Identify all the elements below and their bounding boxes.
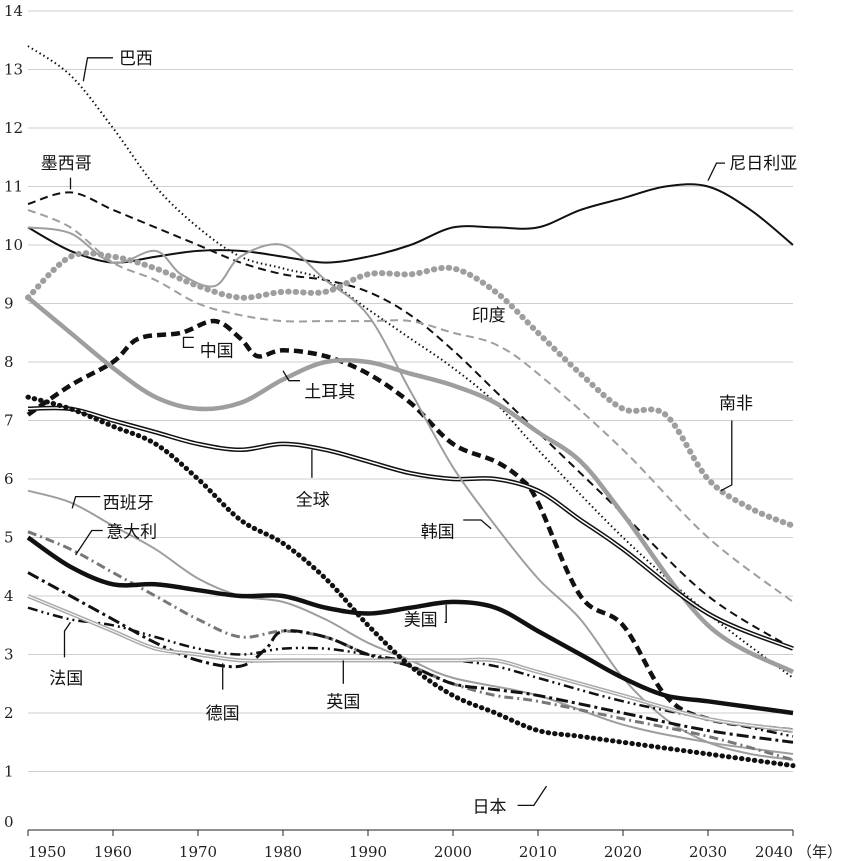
y-tick-label: 11 bbox=[4, 178, 23, 196]
leader-line bbox=[707, 162, 725, 181]
leader-line bbox=[82, 57, 113, 82]
label-leaders bbox=[63, 57, 733, 807]
x-tick-label: 2030 bbox=[689, 843, 727, 861]
series-label: 墨西哥 bbox=[41, 154, 92, 174]
x-tick-label: 2010 bbox=[519, 843, 557, 861]
y-tick-label: 9 bbox=[4, 295, 14, 313]
series-e697a5e69cac bbox=[25, 394, 796, 769]
series-e99fa9e59bbd bbox=[27, 226, 794, 761]
leader-line bbox=[71, 495, 101, 509]
series-e5b0bce697a5e588a9e4ba9a bbox=[27, 183, 794, 264]
series-label: 巴西 bbox=[119, 49, 153, 69]
series-label: 法国 bbox=[49, 669, 83, 689]
x-tick-label: 1950 bbox=[28, 843, 66, 861]
leader-line bbox=[282, 370, 300, 382]
x-tick-label: 2020 bbox=[604, 843, 642, 861]
series-e585a8e79083-inner bbox=[27, 407, 794, 650]
series-e8a5bfe78fade78999 bbox=[27, 489, 794, 755]
series-e7be8ee59bbd bbox=[26, 535, 794, 716]
y-tick-label: 7 bbox=[4, 412, 14, 430]
y-tick-label: 4 bbox=[4, 587, 14, 605]
series-label: 尼日利亚 bbox=[729, 154, 797, 174]
y-tick-label: 12 bbox=[4, 119, 23, 137]
y-tick-label: 14 bbox=[4, 2, 23, 20]
y-tick-label: 13 bbox=[4, 61, 23, 79]
series-label: 全球 bbox=[296, 490, 330, 510]
x-tick-label: 2040 bbox=[755, 843, 793, 861]
series-label: 德国 bbox=[206, 704, 240, 724]
series-e59c9fe880b3e585b6 bbox=[26, 295, 795, 674]
x-axis-label: （年） bbox=[797, 843, 842, 861]
series-e5a2a8e8a5bfe593a5 bbox=[27, 191, 794, 650]
y-tick-label: 5 bbox=[4, 529, 14, 547]
series-label: 韩国 bbox=[421, 523, 455, 543]
series-label: 英国 bbox=[326, 692, 360, 712]
leader-line bbox=[444, 604, 447, 623]
leader-line bbox=[63, 621, 72, 658]
series-label: 南非 bbox=[719, 394, 753, 414]
x-tick-label: 1990 bbox=[349, 843, 387, 861]
series-label: 意大利 bbox=[106, 523, 157, 543]
y-tick-label: 0 bbox=[4, 813, 14, 831]
series-e5b7b4e8a5bf bbox=[27, 45, 794, 679]
series-e58d97e99d9e bbox=[25, 250, 796, 529]
series-label: 西班牙 bbox=[103, 493, 154, 513]
y-tick-label: 1 bbox=[4, 763, 14, 781]
x-tick-label: 1980 bbox=[264, 843, 302, 861]
x-tick-label: 1970 bbox=[179, 843, 217, 861]
leader-line bbox=[517, 785, 548, 807]
y-tick-label: 6 bbox=[4, 470, 14, 488]
series-e88bb1e59bbd-inner bbox=[27, 595, 794, 731]
leader-line bbox=[75, 529, 103, 556]
series-label: 印度 bbox=[472, 306, 506, 326]
leader-line bbox=[463, 519, 492, 530]
series-e5beb7e59bbd bbox=[27, 571, 794, 744]
x-tick-label: 1960 bbox=[94, 843, 132, 861]
series-lines bbox=[25, 45, 796, 769]
y-tick-label: 2 bbox=[4, 704, 14, 722]
leader-line bbox=[720, 420, 733, 492]
series-e58db0e5baa6 bbox=[27, 208, 794, 603]
series-e4b8ade59bbd bbox=[26, 318, 794, 733]
gridlines bbox=[28, 10, 793, 831]
series-label: 土耳其 bbox=[304, 382, 355, 402]
leader-line bbox=[182, 336, 194, 349]
y-tick-label: 8 bbox=[4, 353, 14, 371]
series-label: 日本 bbox=[473, 798, 507, 818]
y-tick-label: 3 bbox=[4, 646, 14, 664]
series-label: 中国 bbox=[200, 341, 234, 361]
series-label: 美国 bbox=[404, 610, 438, 630]
x-tick-label: 2000 bbox=[434, 843, 472, 861]
y-tick-label: 10 bbox=[4, 236, 23, 254]
